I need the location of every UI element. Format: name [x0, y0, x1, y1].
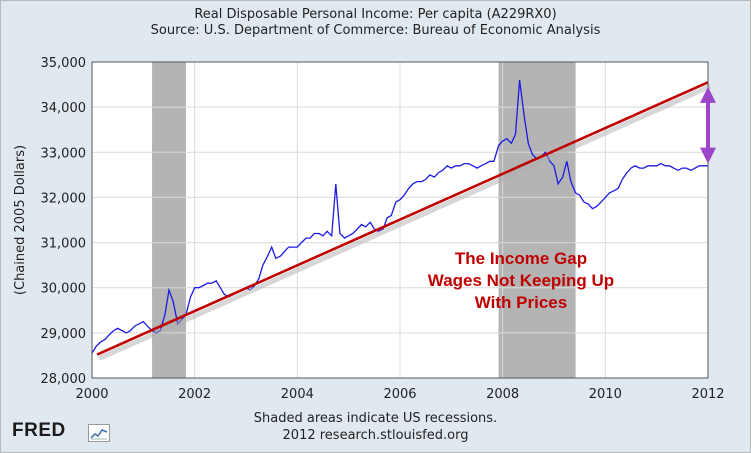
trend-line-shadow [98, 84, 712, 361]
series-line-1 [91, 80, 708, 354]
annotation-line-3: With Prices [475, 293, 567, 312]
y-tick-label: 28,000 [41, 372, 87, 387]
recession-note: Shaded areas indicate US recessions. [253, 411, 498, 426]
x-tick-label: 2002 [178, 387, 211, 402]
y-tick-label: 34,000 [41, 101, 87, 116]
fred-logo[interactable]: FRED [12, 420, 66, 441]
trend-layer [96, 81, 712, 361]
y-tick-label: 31,000 [41, 237, 87, 252]
x-tick-label: 2008 [486, 387, 519, 402]
chart-title: Real Disposable Personal Income: Per cap… [194, 7, 557, 22]
x-tick-label: 2012 [691, 387, 724, 402]
x-tick-label: 2010 [589, 387, 622, 402]
y-tick-label: 32,000 [41, 191, 87, 206]
annotation-line-1: The Income Gap [455, 249, 587, 268]
gap-arrow-head-down [700, 147, 716, 164]
chart-logo-icon [88, 424, 110, 442]
x-tick-label: 2004 [281, 387, 314, 402]
axes-layer: 28,000 29,000 30,000 31,000 32,000 33,000 34,0… [13, 56, 725, 402]
recession-band-2 [498, 62, 576, 378]
y-tick-label: 35,000 [41, 56, 87, 71]
y-tick-label: 29,000 [41, 327, 87, 342]
y-tick-label: 33,000 [41, 146, 87, 161]
y-tick-label: 30,000 [41, 282, 87, 297]
plot-border [91, 61, 709, 379]
y-axis-label: (Chained 2005 Dollars) [13, 145, 28, 295]
x-tick-label: 2000 [75, 387, 108, 402]
footer-credit: 2012 research.stlouisfed.org [282, 428, 469, 443]
annotation-line-2: Wages Not Keeping Up [428, 271, 614, 290]
x-tick-label: 2006 [383, 387, 416, 402]
trend-line [96, 81, 709, 356]
series-layer [91, 80, 708, 354]
chart-subtitle: Source: U.S. Department of Commerce: Bur… [150, 23, 601, 38]
gap-arrow-head-up [700, 86, 716, 103]
annotation-layer: The Income Gap Wages Not Keeping Up With P… [428, 86, 716, 312]
